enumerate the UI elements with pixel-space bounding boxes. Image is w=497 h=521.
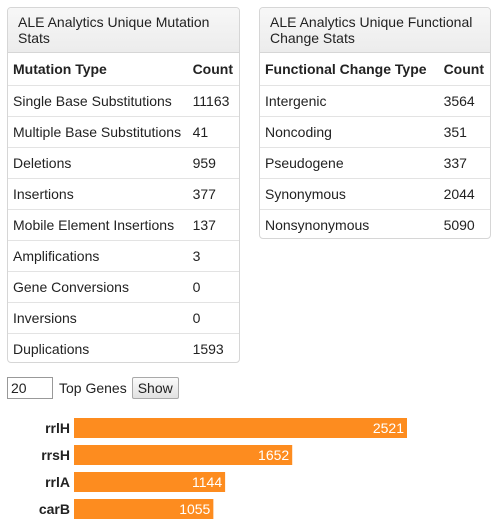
mutation-count-header: Count: [187, 53, 239, 86]
mutation-type-cell: Duplications: [8, 333, 188, 362]
functional-type-cell: Nonsynonymous: [260, 209, 439, 238]
gene-bar: [74, 472, 226, 492]
functional-row: Intergenic 3564: [260, 85, 490, 117]
functional-type-cell: Intergenic: [260, 85, 439, 117]
mutation-count-cell: 3: [187, 240, 239, 272]
mutation-count-cell: 11163: [187, 85, 239, 117]
mutation-row: Inversions 0: [8, 302, 239, 334]
mutation-type-cell: Amplifications: [8, 240, 188, 272]
mutation-count-cell: 0: [187, 302, 239, 334]
functional-count-cell: 2044: [438, 178, 490, 210]
gene-bar: [74, 418, 407, 438]
top-genes-bar-chart: rrlH 2521 rrsH 1652 rrlA 1144 carB 1055: [39, 418, 407, 519]
mutation-type-cell: Single Base Substitutions: [8, 85, 188, 117]
gene-bar: [74, 445, 293, 465]
gene-value-label: 2521: [373, 420, 404, 436]
gene-label: rrlH: [45, 420, 70, 436]
mutation-stats-panel: ALE Analytics Unique Mutation Stats Muta…: [7, 7, 240, 363]
mutation-type-cell: Inversions: [8, 302, 188, 334]
mutation-row: Mobile Element Insertions 137: [8, 209, 239, 241]
functional-count-cell: 351: [438, 116, 490, 148]
mutation-type-cell: Insertions: [8, 178, 188, 210]
gene-label: rrsH: [41, 447, 70, 463]
functional-change-type-header: Functional Change Type: [260, 53, 439, 86]
mutation-count-cell: 137: [187, 209, 239, 241]
mutation-type-cell: Mobile Element Insertions: [8, 209, 188, 241]
functional-row: Pseudogene 337: [260, 147, 490, 179]
functional-type-cell: Pseudogene: [260, 147, 439, 179]
gene-value-label: 1652: [258, 447, 289, 463]
functional-type-cell: Synonymous: [260, 178, 439, 210]
functional-count-cell: 5090: [438, 209, 490, 238]
gene-label: rrlA: [45, 474, 70, 490]
top-genes-count-input[interactable]: [7, 377, 53, 399]
functional-change-stats-title: ALE Analytics Unique Functional Change S…: [260, 8, 490, 53]
functional-type-cell: Noncoding: [260, 116, 439, 148]
functional-change-count-header: Count: [438, 53, 490, 86]
functional-row: Noncoding 351: [260, 116, 490, 148]
mutation-row: Single Base Substitutions 11163: [8, 85, 239, 117]
top-genes-label: Top Genes: [59, 380, 127, 396]
mutation-row: Gene Conversions 0: [8, 271, 239, 303]
mutation-count-cell: 959: [187, 147, 239, 179]
gene-value-label: 1055: [179, 501, 210, 517]
functional-change-stats-table: Functional Change Type Count Intergenic 3…: [260, 53, 490, 238]
show-button[interactable]: Show: [131, 377, 179, 399]
mutation-row: Amplifications 3: [8, 240, 239, 272]
mutation-row: Insertions 377: [8, 178, 239, 210]
mutation-type-cell: Multiple Base Substitutions: [8, 116, 188, 148]
mutation-stats-title: ALE Analytics Unique Mutation Stats: [8, 8, 239, 53]
mutation-type-header: Mutation Type: [8, 53, 188, 86]
functional-row: Synonymous 2044: [260, 178, 490, 210]
mutation-type-cell: Gene Conversions: [8, 271, 188, 303]
gene-bar: [74, 499, 214, 519]
mutation-count-cell: 1593: [187, 333, 239, 362]
functional-row: Nonsynonymous 5090: [260, 209, 490, 238]
gene-label: carB: [39, 501, 70, 517]
mutation-row: Deletions 959: [8, 147, 239, 179]
mutation-type-cell: Deletions: [8, 147, 188, 179]
functional-change-stats-panel: ALE Analytics Unique Functional Change S…: [259, 7, 491, 239]
mutation-count-cell: 377: [187, 178, 239, 210]
mutation-count-cell: 41: [187, 116, 239, 148]
mutation-count-cell: 0: [187, 271, 239, 303]
top-genes-controls: Top Genes Show: [7, 376, 179, 400]
mutation-stats-table: Mutation Type Count Single Base Substitu…: [8, 53, 239, 362]
functional-count-cell: 337: [438, 147, 490, 179]
mutation-row: Duplications 1593: [8, 333, 239, 362]
mutation-row: Multiple Base Substitutions 41: [8, 116, 239, 148]
functional-count-cell: 3564: [438, 85, 490, 117]
gene-value-label: 1144: [192, 474, 222, 490]
